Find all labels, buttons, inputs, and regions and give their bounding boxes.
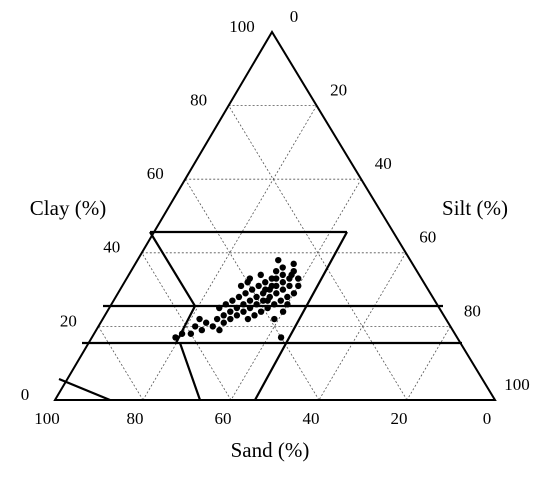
grid-line xyxy=(406,326,451,401)
data-point xyxy=(279,308,287,315)
clay-tick-label: 0 xyxy=(21,385,30,404)
data-point xyxy=(277,297,284,304)
data-point xyxy=(227,315,234,323)
data-point xyxy=(233,304,241,312)
data-point xyxy=(209,323,216,330)
silt-tick-label: 100 xyxy=(504,375,530,394)
grid-line xyxy=(98,326,144,401)
data-point xyxy=(253,293,260,301)
data-point xyxy=(295,282,302,290)
data-point xyxy=(279,264,286,271)
sand-tick-label: 100 xyxy=(34,409,60,428)
data-point xyxy=(227,308,234,315)
data-point xyxy=(262,286,269,293)
data-point xyxy=(172,334,179,341)
silt-tick-label: 20 xyxy=(330,81,347,100)
data-point xyxy=(235,293,243,301)
sand-tick-label: 0 xyxy=(483,409,492,428)
grid xyxy=(98,105,451,401)
points xyxy=(172,256,302,341)
data-point xyxy=(290,260,297,268)
boundary xyxy=(58,377,111,402)
data-point xyxy=(255,282,262,290)
silt-axis-title: Silt (%) xyxy=(442,196,508,220)
data-point xyxy=(262,279,269,286)
data-point xyxy=(246,304,254,312)
data-point xyxy=(202,319,210,326)
data-point xyxy=(290,268,297,275)
data-point xyxy=(290,290,298,297)
data-point xyxy=(248,286,256,293)
data-point xyxy=(213,315,221,323)
data-point xyxy=(198,326,206,334)
boundary xyxy=(178,342,202,401)
data-point xyxy=(246,275,254,282)
grid-line xyxy=(318,252,407,401)
data-point xyxy=(240,301,247,308)
data-point xyxy=(196,315,203,323)
data-point xyxy=(279,286,287,293)
data-point xyxy=(220,312,227,319)
data-point xyxy=(286,282,293,290)
data-point xyxy=(240,308,247,315)
data-point xyxy=(273,290,280,297)
data-point xyxy=(216,304,223,312)
data-point xyxy=(277,334,285,341)
data-point xyxy=(216,326,223,334)
sand-tick-label: 40 xyxy=(303,409,320,428)
data-point xyxy=(264,297,271,304)
data-point xyxy=(220,319,227,326)
clay-tick-label: 20 xyxy=(60,311,77,330)
data-point xyxy=(284,293,291,301)
clay-tick-label: 100 xyxy=(229,17,255,36)
data-point xyxy=(242,290,249,297)
data-point xyxy=(268,275,276,282)
clay-tick-label: 40 xyxy=(103,238,120,257)
data-point xyxy=(187,330,195,337)
data-point xyxy=(271,301,278,308)
data-point xyxy=(295,275,302,282)
sand-tick-label: 60 xyxy=(215,409,232,428)
triangle-frame xyxy=(53,30,497,401)
silt-tick-label: 80 xyxy=(464,301,481,320)
data-point xyxy=(192,323,199,330)
grid-line xyxy=(230,178,362,401)
data-point xyxy=(251,312,258,319)
sand-axis-title: Sand (%) xyxy=(231,438,310,462)
silt-tick-label: 0 xyxy=(290,7,299,26)
silt-tick-label: 60 xyxy=(419,228,436,247)
class-boundaries xyxy=(58,230,462,402)
data-point xyxy=(275,256,282,264)
grid-line xyxy=(141,252,232,401)
data-point xyxy=(279,279,287,286)
data-point xyxy=(257,308,265,315)
data-point xyxy=(272,268,280,275)
sand-tick-label: 80 xyxy=(127,409,144,428)
data-point xyxy=(222,301,230,308)
sand-tick-label: 20 xyxy=(391,409,408,428)
data-point xyxy=(264,304,271,312)
data-point xyxy=(273,282,280,290)
clay-tick-label: 80 xyxy=(190,91,207,110)
data-point xyxy=(273,275,280,282)
data-point xyxy=(279,271,286,279)
clay-axis-title: Clay (%) xyxy=(30,196,106,220)
data-point xyxy=(244,315,252,323)
data-point xyxy=(268,282,276,290)
boundary xyxy=(254,231,348,401)
grid-line xyxy=(142,105,317,401)
data-point xyxy=(246,297,254,304)
data-point xyxy=(237,282,245,290)
data-point xyxy=(233,312,241,319)
data-point xyxy=(257,271,264,279)
data-point xyxy=(284,301,291,308)
data-point xyxy=(259,297,267,304)
data-point xyxy=(229,297,236,304)
clay-tick-label: 60 xyxy=(147,164,164,183)
data-point xyxy=(178,330,186,337)
silt-tick-label: 40 xyxy=(375,154,392,173)
data-point xyxy=(253,301,260,308)
data-point xyxy=(271,315,278,323)
